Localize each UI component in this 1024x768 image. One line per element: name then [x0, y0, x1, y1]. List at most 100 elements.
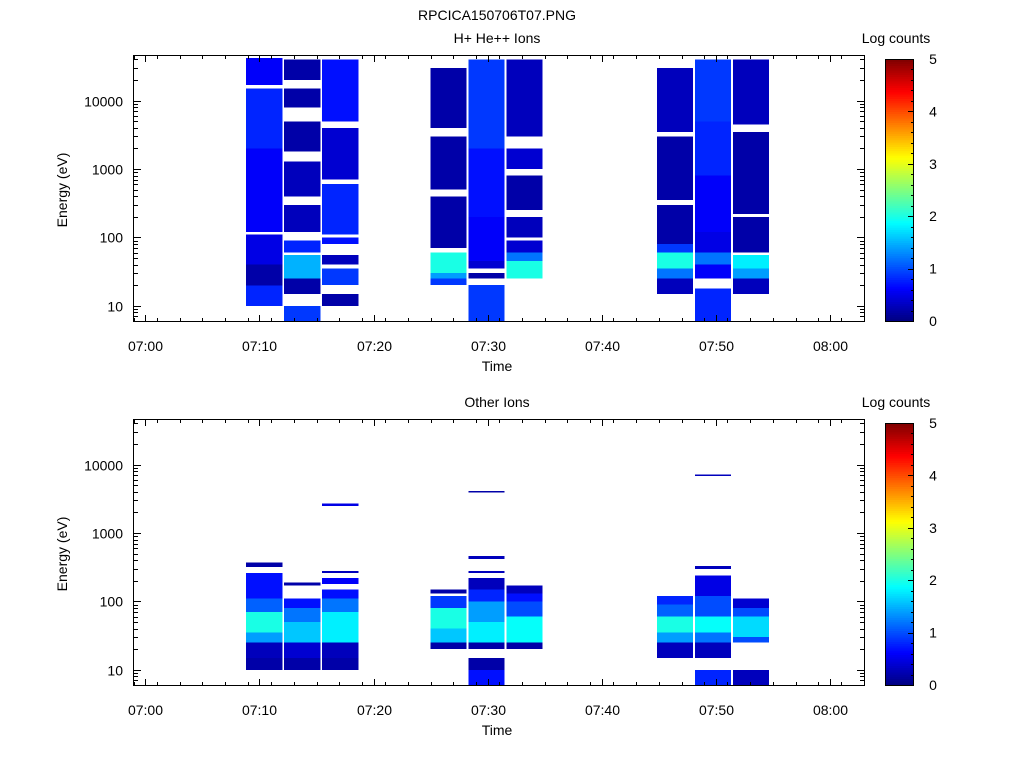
y-tick-label: 10000	[84, 458, 123, 474]
heatmap-cells	[246, 474, 769, 685]
colorbar-band	[885, 455, 913, 459]
colorbar-band	[885, 222, 913, 226]
colorbar-band	[885, 98, 913, 102]
colorbar-band	[885, 519, 913, 522]
colorbar-band	[885, 516, 913, 520]
y-tick-label: 10	[107, 299, 123, 315]
colorbar-band	[885, 650, 913, 653]
heatmap-cell	[322, 612, 359, 643]
colorbar-band	[885, 281, 913, 285]
y-tick-label: 100	[100, 594, 124, 610]
colorbar-band	[885, 292, 913, 296]
heatmap-cell	[656, 616, 693, 633]
colorbar-band	[885, 288, 913, 292]
colorbar-band	[885, 255, 913, 259]
heatmap-cell	[732, 637, 769, 643]
colorbar-band	[885, 113, 913, 117]
colorbar-band	[885, 104, 913, 108]
x-tick-label: 07:10	[242, 702, 277, 718]
colorbar-band	[885, 556, 913, 559]
colorbar-band	[885, 205, 913, 209]
plot-frame	[133, 419, 865, 686]
heatmap-cell	[506, 585, 543, 594]
colorbar-band	[885, 65, 913, 69]
heatmap-cell	[284, 240, 321, 253]
colorbar-band	[885, 259, 913, 263]
heatmap-cell	[430, 642, 467, 650]
heatmap-cell	[506, 601, 543, 617]
heatmap-cell	[430, 136, 467, 190]
colorbar-band	[885, 643, 913, 647]
colorbar-band	[885, 305, 913, 309]
heatmap-cell	[506, 593, 543, 602]
heatmap-cell	[322, 184, 359, 235]
colorbar-band	[885, 72, 913, 75]
colorbar-band	[885, 599, 913, 603]
colorbar-band	[885, 634, 913, 638]
colorbar-band	[885, 663, 913, 666]
heatmap-cell	[468, 589, 505, 602]
colorbar-band	[885, 431, 913, 435]
colorbar-band	[885, 505, 913, 509]
heatmap-cell	[656, 68, 693, 132]
colorbar-band	[885, 168, 913, 171]
colorbar-band	[885, 595, 913, 599]
colorbar-band	[885, 619, 913, 623]
colorbar-band	[885, 96, 913, 99]
colorbar-band	[885, 453, 913, 457]
colorbar-band	[885, 658, 913, 662]
heatmap-cell	[694, 121, 731, 176]
heatmap-cell	[732, 608, 769, 617]
colorbar-band	[885, 608, 913, 612]
colorbar-band	[885, 508, 913, 511]
colorbar-band	[885, 268, 913, 272]
colorbar-band	[885, 479, 913, 483]
colorbar-band	[885, 131, 913, 134]
colorbar-band	[885, 571, 913, 575]
colorbar-band	[885, 244, 913, 248]
colorbar-tick-label: 5	[929, 415, 937, 431]
colorbar-band	[885, 654, 913, 658]
colorbar-band	[885, 100, 913, 104]
colorbar-band	[885, 257, 913, 261]
y-ticks: 10 100 1000 10000	[84, 59, 864, 322]
colorbar-band	[885, 484, 913, 487]
colorbar-band	[885, 194, 913, 198]
colorbar-band	[885, 238, 913, 241]
colorbar-band	[885, 93, 913, 97]
heatmap-cell	[284, 161, 321, 197]
x-tick-label: 07:30	[471, 702, 506, 718]
colorbar-band	[885, 567, 913, 570]
colorbar: 0 1 2 3 4 5	[885, 51, 937, 329]
heatmap-cell	[322, 237, 359, 244]
colorbar-band	[885, 532, 913, 535]
heatmap-cell	[656, 596, 693, 605]
colorbar-band	[885, 674, 913, 677]
colorbar-band	[885, 641, 913, 645]
heatmap-cell	[506, 59, 543, 137]
x-tick-label: 07:20	[357, 338, 392, 354]
heatmap-cell	[468, 148, 505, 217]
colorbar-band	[885, 503, 913, 507]
colorbar-band	[885, 473, 913, 476]
colorbar-band	[885, 316, 913, 320]
figure-title: RPCICA150706T07.PNG	[418, 7, 576, 23]
colorbar-tick-label: 0	[929, 313, 937, 329]
colorbar-band	[885, 464, 913, 468]
panel-title: H+ He++ Ions	[454, 30, 541, 46]
colorbar-band	[885, 139, 913, 143]
colorbar-band	[885, 514, 913, 518]
colorbar-band	[885, 161, 913, 165]
colorbar-band	[885, 536, 913, 540]
heatmap-cell	[694, 566, 731, 569]
colorbar-band	[885, 449, 913, 452]
colorbar-band	[885, 128, 913, 132]
colorbar-band	[885, 242, 913, 246]
colorbar-band	[885, 669, 913, 673]
colorbar-band	[885, 436, 913, 439]
heatmap-cell	[246, 234, 283, 265]
heatmap-cell	[430, 628, 467, 643]
colorbar-band	[885, 83, 913, 86]
colorbar-band	[885, 460, 913, 463]
heatmap-cell	[694, 252, 731, 265]
